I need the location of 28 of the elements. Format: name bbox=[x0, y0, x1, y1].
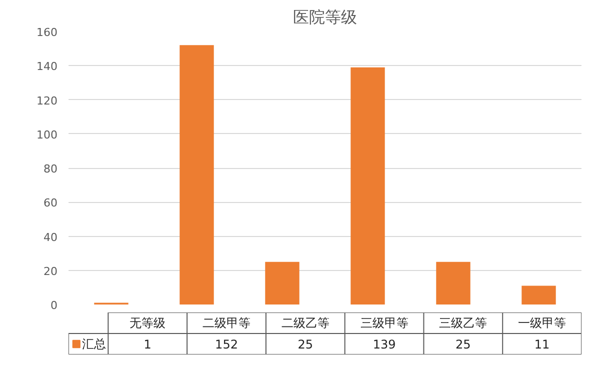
x-tick-label: 二级乙等 bbox=[281, 316, 330, 330]
data-label: 152 bbox=[215, 338, 238, 352]
y-tick-label: 20 bbox=[44, 264, 58, 278]
y-tick-label: 120 bbox=[36, 94, 58, 108]
data-label: 11 bbox=[534, 338, 550, 352]
bar bbox=[180, 45, 214, 304]
data-label: 25 bbox=[456, 338, 471, 352]
legend-label: 汇总 bbox=[82, 337, 106, 351]
y-tick-label: 160 bbox=[36, 26, 58, 39]
y-tick-label: 40 bbox=[44, 230, 58, 244]
y-tick-label: 80 bbox=[44, 162, 58, 176]
x-tick-label: 三级甲等 bbox=[360, 316, 408, 330]
x-tick-label: 一级甲等 bbox=[518, 316, 566, 330]
data-label: 25 bbox=[298, 338, 314, 352]
data-label: 1 bbox=[144, 338, 152, 352]
chart-title: 医院等级 bbox=[293, 8, 357, 26]
data-label: 139 bbox=[372, 338, 396, 352]
x-tick-label: 无等级 bbox=[130, 316, 166, 330]
bar bbox=[522, 286, 556, 304]
y-tick-label: 0 bbox=[50, 299, 58, 312]
y-tick-label: 60 bbox=[44, 196, 58, 210]
bar bbox=[436, 262, 470, 304]
x-tick-label: 三级乙等 bbox=[439, 316, 488, 330]
y-tick-label: 100 bbox=[36, 128, 58, 142]
bar bbox=[265, 262, 300, 304]
bar bbox=[350, 67, 385, 304]
y-tick-label: 140 bbox=[36, 60, 58, 74]
x-tick-label: 二级甲等 bbox=[202, 316, 251, 330]
